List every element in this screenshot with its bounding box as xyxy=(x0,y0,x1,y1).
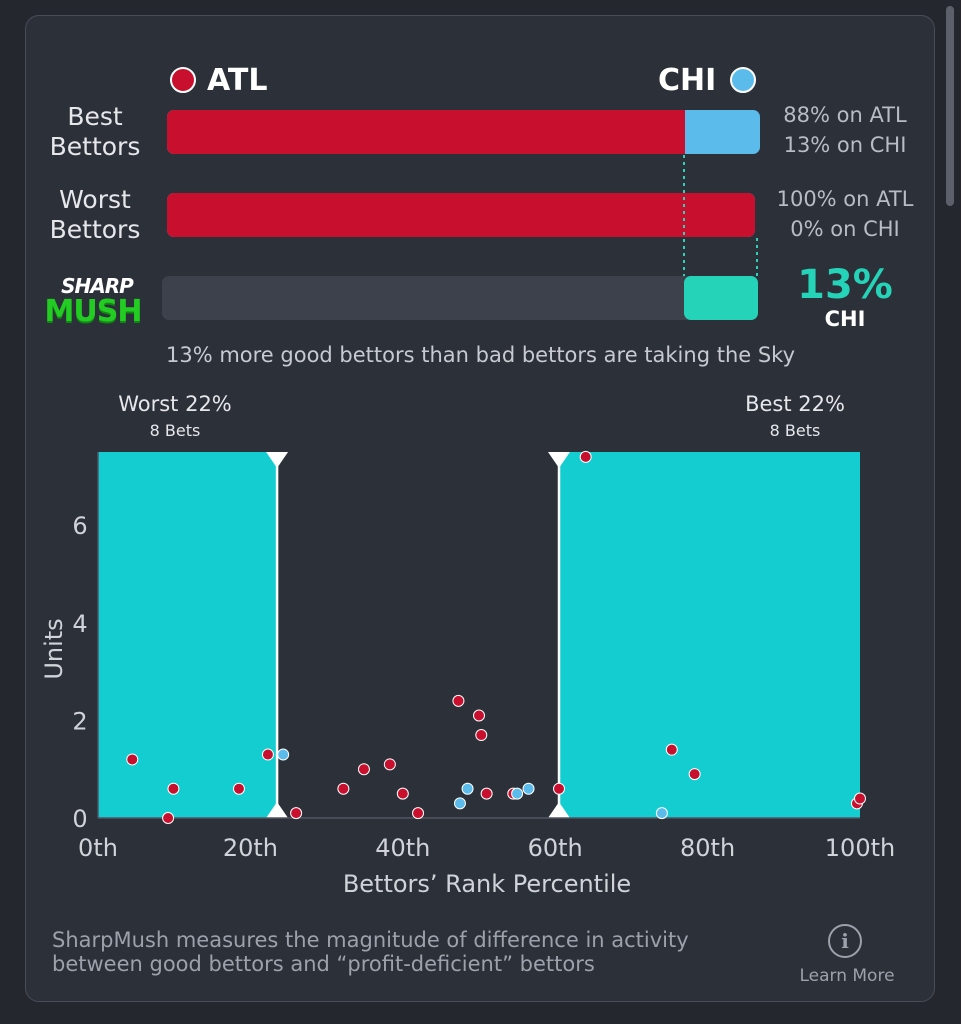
region-marker-top-0 xyxy=(266,452,289,468)
worst-bar-atl xyxy=(167,193,755,237)
data-point-chi xyxy=(655,807,668,820)
x-axis-label: Bettors’ Rank Percentile xyxy=(343,870,631,898)
worst-pct-text: 100% on ATL 0% on CHI xyxy=(765,184,925,244)
sharpmush-logo-bottom: MUSH xyxy=(44,294,143,329)
region-label-1: Best 22% xyxy=(745,392,845,416)
mush-bar-track xyxy=(162,276,758,320)
worst-pct-atl: 100% on ATL xyxy=(776,187,914,211)
x-tick-label: 20th xyxy=(223,834,278,862)
data-point-chi xyxy=(522,782,535,795)
data-point-atl xyxy=(290,807,303,820)
data-point-chi xyxy=(511,787,524,800)
summary-text: 13% more good bettors than bad bettors a… xyxy=(165,343,796,367)
best-label-line1: Best xyxy=(67,102,123,131)
worst-bettors-label: Worst Bettors xyxy=(40,185,150,245)
y-tick-label: 6 xyxy=(72,512,87,540)
data-point-atl xyxy=(126,753,139,766)
data-point-atl xyxy=(357,763,370,776)
data-point-atl xyxy=(579,450,592,463)
y-tick-label: 2 xyxy=(72,707,87,735)
best-pct-text: 88% on ATL 13% on CHI xyxy=(765,100,925,160)
connector-lines xyxy=(683,155,758,276)
data-point-chi xyxy=(277,748,290,761)
data-point-atl xyxy=(452,694,465,707)
data-point-atl xyxy=(665,743,678,756)
region-sublabel-0: 8 Bets xyxy=(150,421,201,440)
mush-bar-fill xyxy=(683,276,758,320)
x-tick-label: 100th xyxy=(825,834,895,862)
data-point-atl xyxy=(167,782,180,795)
team-left-label: ATL xyxy=(207,63,268,98)
y-axis-label: Units xyxy=(40,618,68,679)
mush-value: 13% xyxy=(797,262,893,308)
data-point-chi xyxy=(461,782,474,795)
data-point-atl xyxy=(412,807,425,820)
region-rect-0 xyxy=(98,452,278,818)
data-point-chi xyxy=(453,797,466,810)
data-point-atl xyxy=(261,748,274,761)
learn-more-link[interactable]: Learn More xyxy=(799,966,895,986)
x-tick-label: 40th xyxy=(375,834,430,862)
data-point-atl xyxy=(475,729,488,742)
info-icon[interactable]: i xyxy=(828,924,862,958)
data-point-atl xyxy=(162,812,175,824)
y-tick-label: 4 xyxy=(72,610,87,638)
data-point-atl xyxy=(854,792,866,805)
sharpmush-logo-top: SHARP xyxy=(61,274,134,298)
worst-label-line1: Worst xyxy=(59,185,131,214)
region-rect-1 xyxy=(559,452,860,818)
team-right-label: CHI xyxy=(658,63,717,98)
worst-label-line2: Bettors xyxy=(49,215,141,244)
region-marker-bottom-1 xyxy=(548,802,571,818)
worst-pct-chi: 0% on CHI xyxy=(790,217,900,241)
region-sublabel-1: 8 Bets xyxy=(770,421,821,440)
data-point-atl xyxy=(473,709,485,722)
mush-team: CHI xyxy=(824,307,866,331)
region-label-0: Worst 22% xyxy=(118,392,232,416)
best-pct-chi: 13% on CHI xyxy=(783,133,907,157)
x-tick-label: 80th xyxy=(680,834,735,862)
best-bettors-label: Best Bettors xyxy=(40,102,150,162)
chi-team-dot xyxy=(730,67,756,93)
scatter-chart: Worst 22% 8 Bets Best 22% 8 Bets 0th 20th 40th… xyxy=(40,392,895,898)
data-point-atl xyxy=(232,782,245,795)
footer-description: SharpMush measures the magnitude of diff… xyxy=(52,928,689,976)
data-point-atl xyxy=(688,768,701,781)
best-label-line2: Bettors xyxy=(49,132,141,161)
region-marker-top-1 xyxy=(548,452,571,468)
data-point-atl xyxy=(480,787,493,800)
region-marker-bottom-0 xyxy=(266,802,289,818)
y-tick-label: 0 xyxy=(72,805,87,833)
data-point-atl xyxy=(383,758,396,771)
best-pct-atl: 88% on ATL xyxy=(783,103,907,127)
data-point-atl xyxy=(337,782,350,795)
x-tick-label: 0th xyxy=(78,834,118,862)
data-point-atl xyxy=(396,787,409,800)
scrollbar[interactable] xyxy=(946,6,954,206)
best-bar-atl xyxy=(167,110,685,154)
atl-team-dot xyxy=(170,67,196,93)
data-point-atl xyxy=(553,782,566,795)
x-tick-label: 60th xyxy=(528,834,583,862)
